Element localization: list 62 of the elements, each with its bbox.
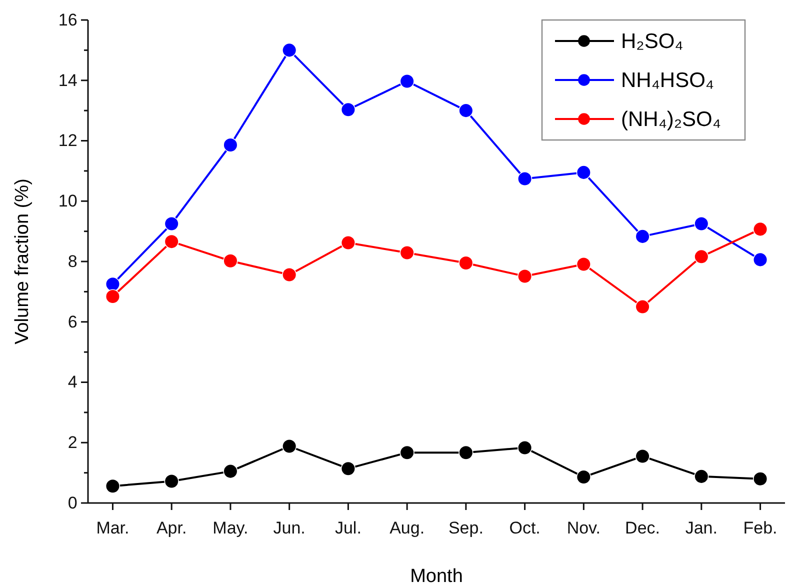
- point: [694, 249, 709, 264]
- point: [635, 229, 650, 244]
- point: [517, 171, 532, 186]
- legend-label: (NH₄)₂SO₄: [621, 108, 721, 131]
- x-tick-label: Jul.: [334, 518, 362, 538]
- point: [517, 440, 532, 456]
- point: [752, 252, 768, 267]
- x-tick-label: Oct.: [509, 518, 540, 538]
- point: [164, 474, 179, 489]
- y-tick-label: 6: [68, 312, 78, 332]
- y-tick-label: 10: [58, 192, 78, 211]
- y-tick-label: 16: [58, 10, 78, 30]
- x-tick-label: Nov.: [566, 518, 601, 538]
- point: [105, 276, 120, 292]
- y-axis-title: Volume fraction (%): [12, 178, 33, 344]
- point: [694, 469, 709, 484]
- x-tick-label: Mar.: [96, 518, 130, 538]
- point: [635, 299, 650, 314]
- x-axis-title: Month: [410, 566, 463, 587]
- y-tick-label: 14: [58, 70, 78, 90]
- point: [517, 268, 532, 284]
- point: [576, 470, 591, 484]
- point: [340, 102, 356, 117]
- legend-label: NH₄HSO₄: [621, 69, 714, 92]
- point: [458, 256, 474, 270]
- y-tick-label: 0: [68, 493, 78, 512]
- point: [635, 448, 650, 464]
- x-tick-label: Jan.: [685, 518, 718, 538]
- point: [164, 234, 179, 249]
- point: [752, 472, 768, 486]
- point: [282, 42, 297, 58]
- y-tick-label: 12: [58, 131, 78, 150]
- x-tick-label: Sep.: [448, 518, 484, 538]
- point: [400, 445, 414, 460]
- point: [458, 103, 474, 118]
- x-tick-label: May.: [212, 518, 248, 538]
- point: [223, 464, 238, 479]
- x-tick-label: Feb.: [743, 518, 778, 538]
- point: [282, 267, 297, 282]
- point: [458, 445, 474, 460]
- point: [105, 289, 120, 304]
- point: [164, 216, 179, 232]
- y-tick-label: 2: [68, 433, 78, 452]
- point: [282, 438, 297, 454]
- point: [576, 256, 591, 272]
- y-tick-label: 8: [68, 252, 78, 271]
- point: [223, 138, 238, 152]
- x-tick-label: Dec.: [625, 518, 660, 538]
- x-tick-label: Aug.: [390, 518, 425, 538]
- x-tick-label: Jun.: [273, 518, 306, 538]
- point: [340, 235, 356, 250]
- x-tick-label: Apr.: [156, 518, 187, 538]
- point: [340, 461, 356, 476]
- point: [223, 254, 238, 268]
- point: [576, 165, 591, 180]
- point: [752, 222, 768, 236]
- point: [400, 245, 414, 260]
- y-tick-label: 4: [68, 372, 78, 392]
- legend-label: H₂SO₄: [621, 30, 684, 53]
- point: [105, 478, 120, 494]
- point: [400, 74, 414, 89]
- point: [694, 216, 709, 232]
